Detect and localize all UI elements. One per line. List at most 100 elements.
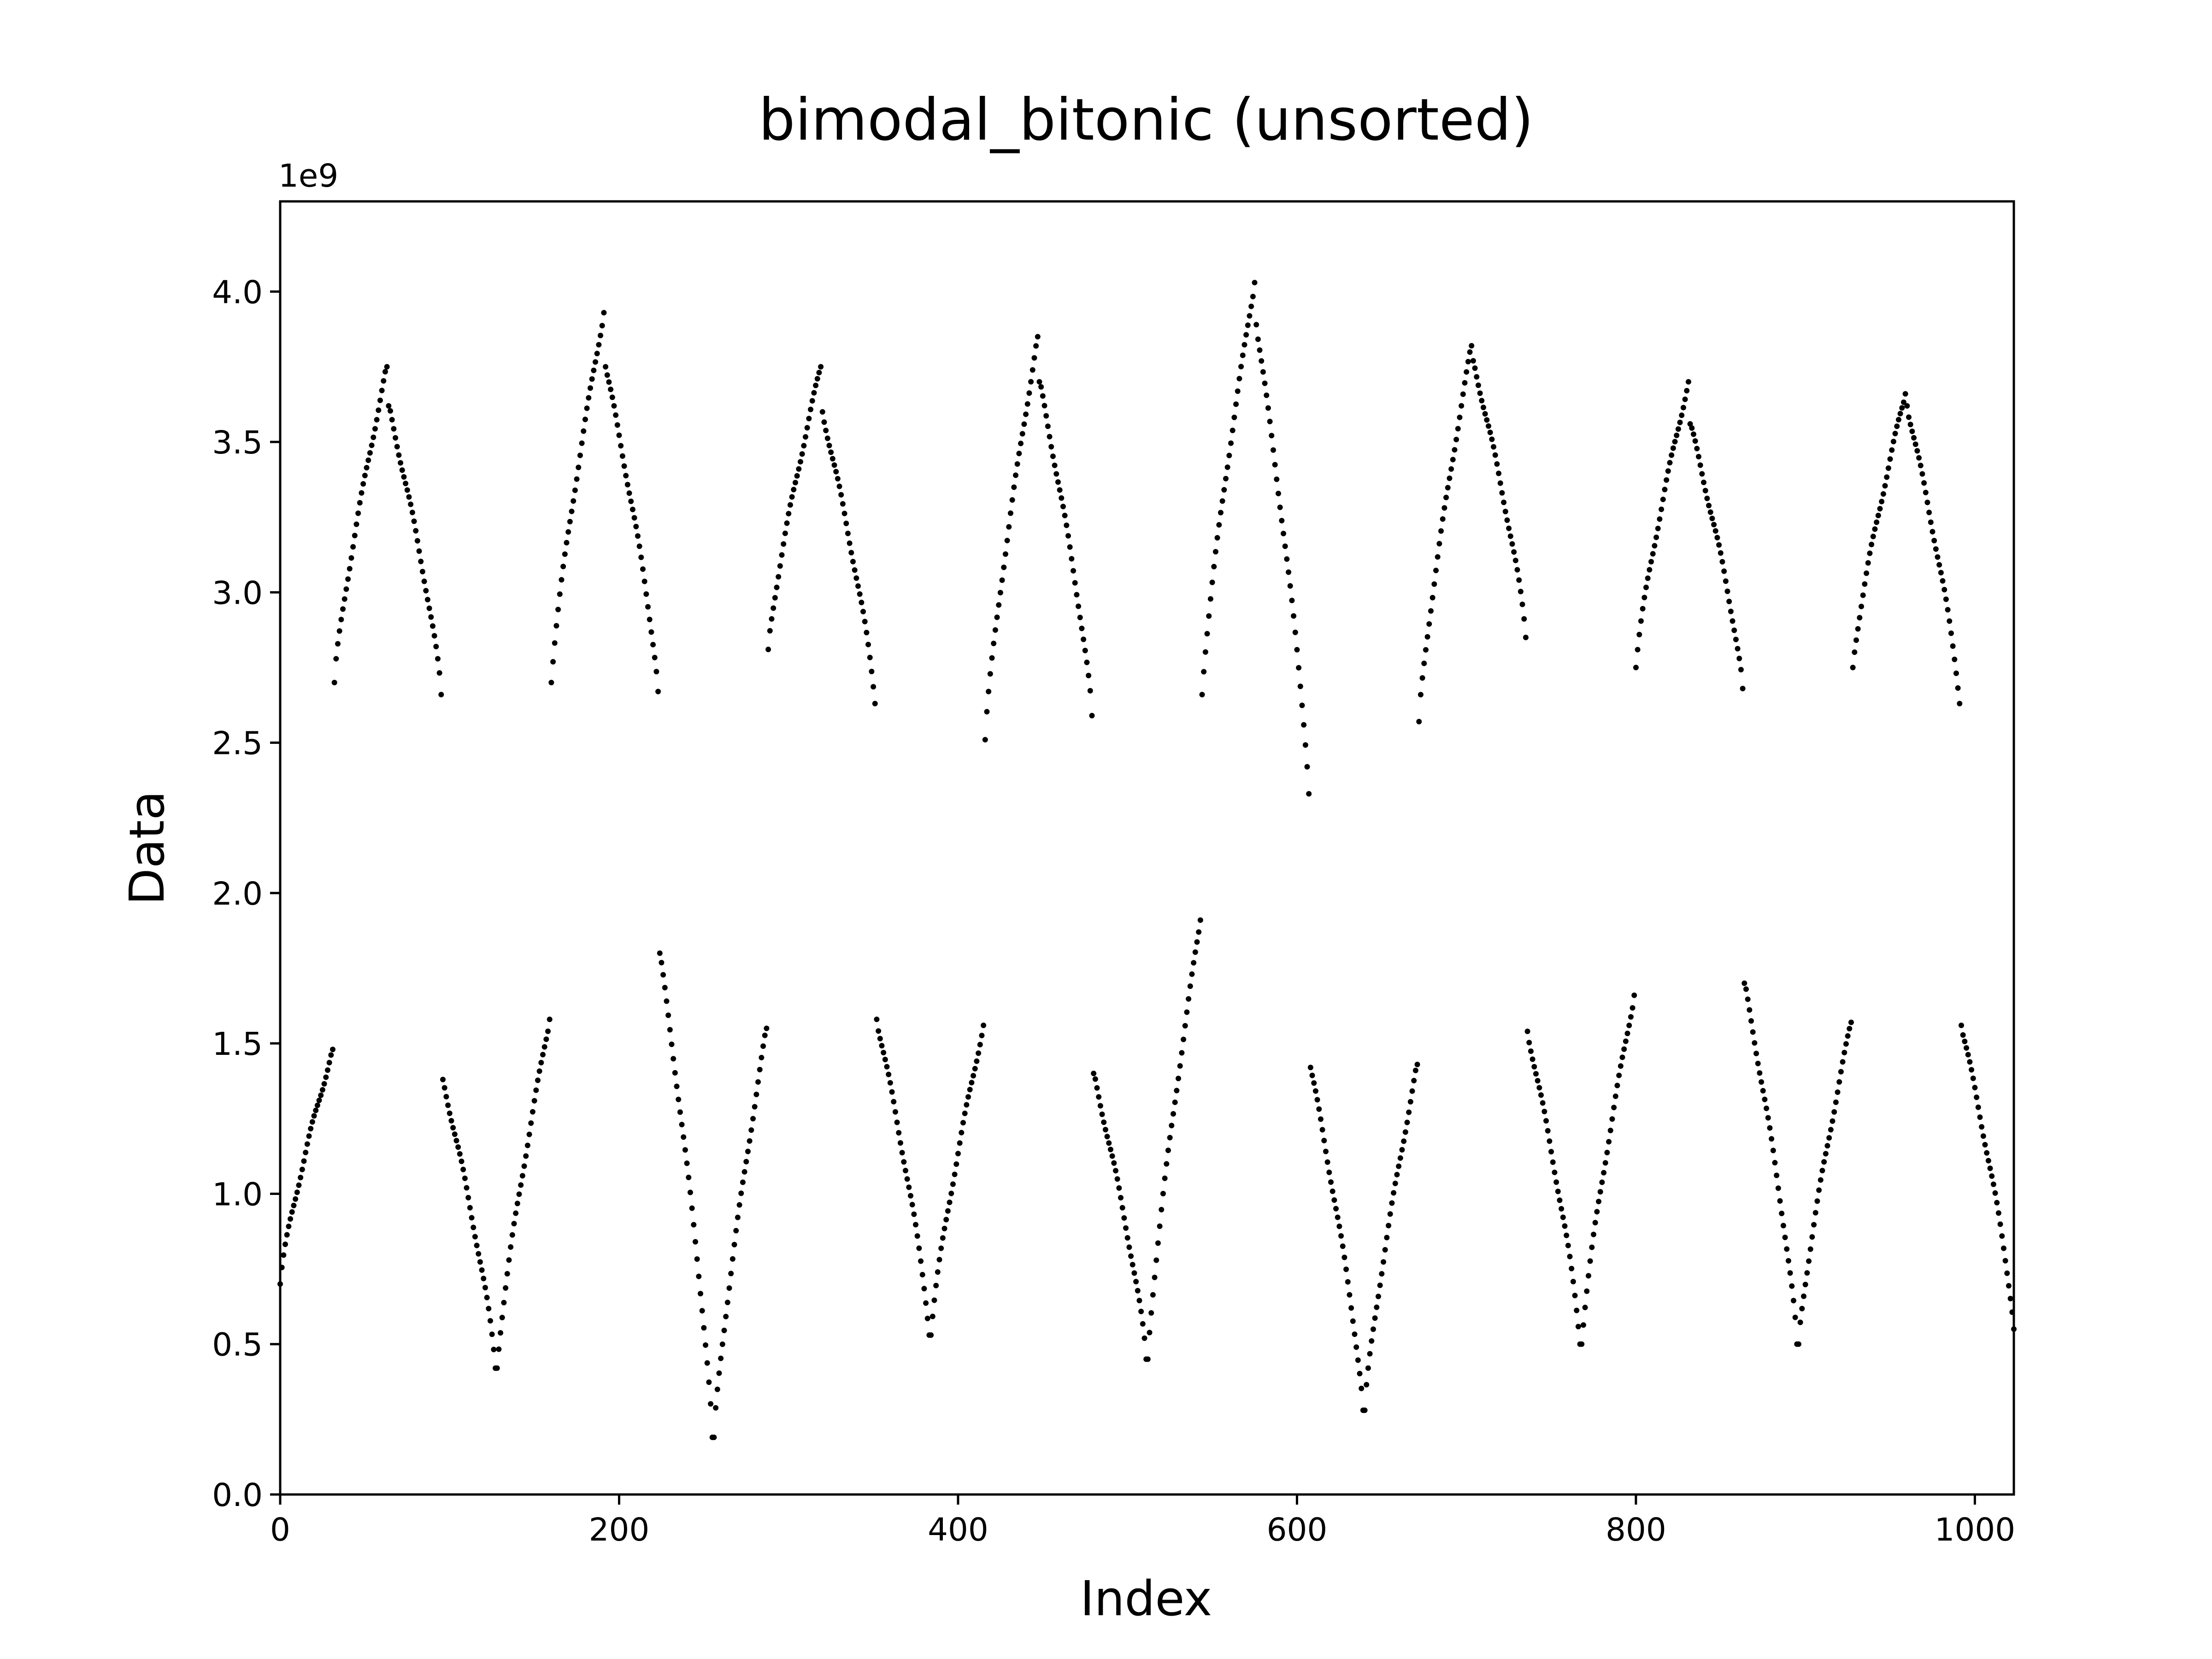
data-point xyxy=(943,1217,949,1223)
data-point xyxy=(677,1109,683,1115)
data-point xyxy=(1931,538,1937,544)
data-point xyxy=(1999,1233,2005,1239)
data-point xyxy=(772,595,778,601)
chart-title: bimodal_bitonic (unsorted) xyxy=(759,87,1534,153)
data-point xyxy=(1965,1052,1971,1058)
data-point xyxy=(557,591,563,597)
data-point xyxy=(819,409,825,415)
data-point xyxy=(671,1056,677,1062)
data-point xyxy=(1489,436,1495,442)
data-point xyxy=(972,1065,978,1071)
data-point xyxy=(857,591,863,597)
data-point xyxy=(562,551,568,557)
data-point xyxy=(1916,455,1922,461)
data-point xyxy=(862,618,868,624)
data-point xyxy=(1124,1235,1130,1241)
data-point xyxy=(1836,1079,1842,1085)
data-point xyxy=(1007,510,1013,516)
data-point xyxy=(833,469,839,475)
data-point xyxy=(681,1134,687,1140)
data-point xyxy=(1655,525,1661,531)
data-point xyxy=(1111,1160,1117,1166)
data-point xyxy=(1596,1199,1602,1205)
data-point xyxy=(1450,457,1456,463)
y-tick-label: 3.0 xyxy=(212,575,263,612)
data-point xyxy=(1747,1007,1753,1013)
data-point xyxy=(1165,1147,1171,1153)
data-point xyxy=(1224,464,1230,470)
data-point xyxy=(1512,558,1518,564)
data-point xyxy=(791,487,797,493)
data-point xyxy=(657,950,663,956)
data-point xyxy=(1040,393,1046,399)
data-point xyxy=(1407,1099,1413,1105)
data-point xyxy=(1982,1142,1988,1148)
data-point xyxy=(1345,1279,1351,1285)
data-point xyxy=(930,1313,935,1319)
data-point xyxy=(303,1149,309,1155)
data-point xyxy=(386,403,392,409)
data-point xyxy=(1001,565,1007,571)
data-point xyxy=(1531,1064,1537,1070)
data-point xyxy=(1790,1298,1796,1304)
data-point xyxy=(806,416,812,422)
data-point xyxy=(1136,1298,1142,1304)
data-point xyxy=(940,1235,946,1241)
data-point xyxy=(1541,1108,1547,1114)
data-point xyxy=(489,1331,495,1337)
data-point xyxy=(1464,369,1470,375)
data-point xyxy=(471,1224,477,1230)
data-point xyxy=(1431,581,1437,587)
data-point xyxy=(1319,1127,1325,1133)
data-point xyxy=(1930,529,1936,535)
data-point xyxy=(826,442,832,448)
data-point xyxy=(991,641,997,647)
data-point xyxy=(548,680,554,686)
data-point xyxy=(1694,446,1700,452)
data-point xyxy=(1043,413,1049,419)
data-point xyxy=(1855,626,1861,632)
data-point xyxy=(360,481,366,487)
data-point xyxy=(1741,980,1747,986)
data-point xyxy=(1150,1292,1156,1298)
data-point xyxy=(1690,431,1696,437)
data-point xyxy=(759,1054,765,1060)
data-point xyxy=(1292,629,1298,635)
data-point xyxy=(904,1176,910,1182)
data-point xyxy=(1065,533,1071,539)
data-point xyxy=(699,1308,705,1314)
data-point xyxy=(1752,1040,1758,1046)
data-point xyxy=(808,406,814,412)
data-point xyxy=(1769,1136,1775,1142)
data-point xyxy=(1797,1319,1803,1325)
data-point xyxy=(960,1120,966,1126)
data-point xyxy=(1475,382,1481,388)
data-point xyxy=(2004,1270,2010,1276)
data-point xyxy=(1482,411,1488,417)
data-point xyxy=(1330,1188,1335,1194)
data-point xyxy=(601,310,607,316)
data-point xyxy=(767,628,773,634)
data-point xyxy=(1765,1115,1771,1121)
data-point xyxy=(1799,1306,1805,1312)
data-point xyxy=(624,482,630,488)
data-point xyxy=(348,555,354,561)
data-point xyxy=(421,578,427,584)
data-point xyxy=(1538,1092,1544,1098)
data-point xyxy=(328,1052,334,1058)
data-point xyxy=(665,1012,671,1018)
data-point xyxy=(1265,405,1271,411)
data-point xyxy=(516,1191,522,1197)
data-point xyxy=(1212,549,1218,555)
data-point xyxy=(1721,568,1727,574)
data-point xyxy=(1955,685,1961,691)
data-point xyxy=(1324,1159,1330,1165)
data-point xyxy=(1448,466,1454,472)
data-point xyxy=(1924,500,1930,506)
data-point xyxy=(1897,411,1903,417)
data-point xyxy=(1452,447,1458,453)
data-point xyxy=(508,1244,514,1250)
data-point xyxy=(1879,499,1885,505)
data-point xyxy=(1757,1070,1763,1076)
data-point xyxy=(1392,1180,1398,1186)
